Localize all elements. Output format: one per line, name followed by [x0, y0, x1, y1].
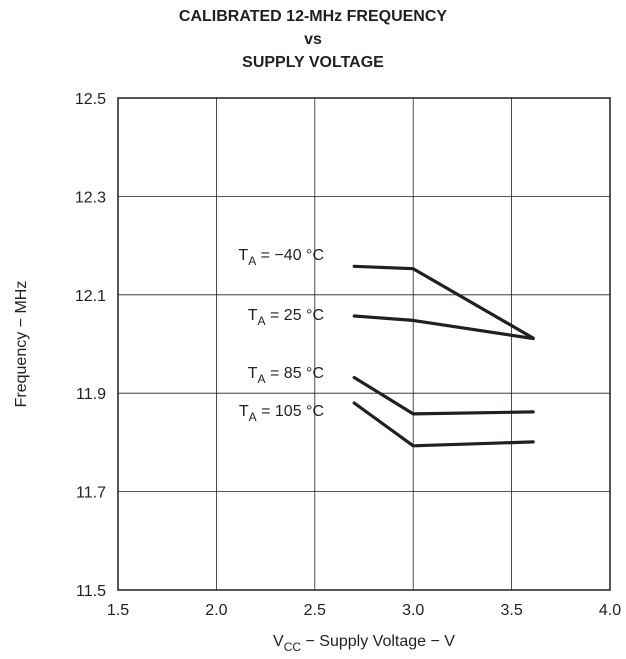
series-line — [352, 264, 535, 340]
series-label: TA = 25 °C — [248, 307, 324, 328]
x-tick-label: 2.0 — [205, 602, 227, 619]
y-tick-label: 12.1 — [75, 288, 106, 305]
y-tick-label: 11.9 — [76, 386, 106, 403]
y-tick-label: 12.5 — [75, 91, 106, 108]
tick-layer: 1.5 2.0 2.5 3.0 3.5 4.0 11.5 11.7 11.9 12.1 12.3 12… — [75, 91, 621, 619]
series-line — [352, 375, 535, 416]
series-label-main: T — [248, 365, 258, 382]
x-axis-label: VCC − Supply Voltage − V — [273, 633, 455, 654]
series-label-sub: A — [249, 410, 257, 424]
series-label-rest: = 85 °C — [266, 365, 324, 382]
chart-title-line-3: SUPPLY VOLTAGE — [242, 54, 384, 71]
series-label-main: T — [239, 403, 249, 420]
y-axis-label: Frequency − MHz — [13, 281, 30, 408]
grid-layer — [118, 98, 610, 590]
series-label: TA = 85 °C — [248, 365, 324, 386]
series-label-sub: A — [258, 372, 266, 386]
series-line — [352, 314, 535, 341]
series-label-rest: = −40 °C — [256, 247, 324, 264]
plot-frame — [117, 97, 611, 591]
x-tick-label: 4.0 — [599, 602, 621, 619]
series-label-main: T — [248, 307, 258, 324]
series-label-rest: = 105 °C — [257, 403, 324, 420]
y-tick-label: 11.5 — [76, 583, 106, 600]
chart-title-line-2: vs — [304, 31, 322, 48]
x-tick-label: 2.5 — [304, 602, 326, 619]
series-label: TA = 105 °C — [239, 403, 324, 424]
series-label-main: T — [238, 247, 248, 264]
chart-title-line-1: CALIBRATED 12-MHz FREQUENCY — [178, 8, 448, 25]
series-label: TA = −40 °C — [238, 247, 324, 268]
annotation-layer: TA = −40 °CTA = 25 °CTA = 85 °CTA = 105 … — [238, 247, 324, 424]
series-label-sub: A — [248, 254, 256, 268]
x-tick-label: 1.5 — [107, 602, 129, 619]
y-tick-label: 12.3 — [75, 189, 106, 206]
x-axis-label-sub: CC — [284, 640, 302, 654]
x-axis-label-main: V — [273, 633, 284, 650]
series-label-rest: = 25 °C — [266, 307, 324, 324]
x-tick-label: 3.5 — [500, 602, 522, 619]
series-layer — [352, 264, 535, 448]
series-line — [352, 401, 535, 448]
x-tick-label: 3.0 — [402, 602, 424, 619]
series-label-sub: A — [258, 314, 266, 328]
y-tick-label: 11.7 — [76, 485, 106, 502]
x-axis-label-rest: − Supply Voltage − V — [301, 633, 455, 650]
